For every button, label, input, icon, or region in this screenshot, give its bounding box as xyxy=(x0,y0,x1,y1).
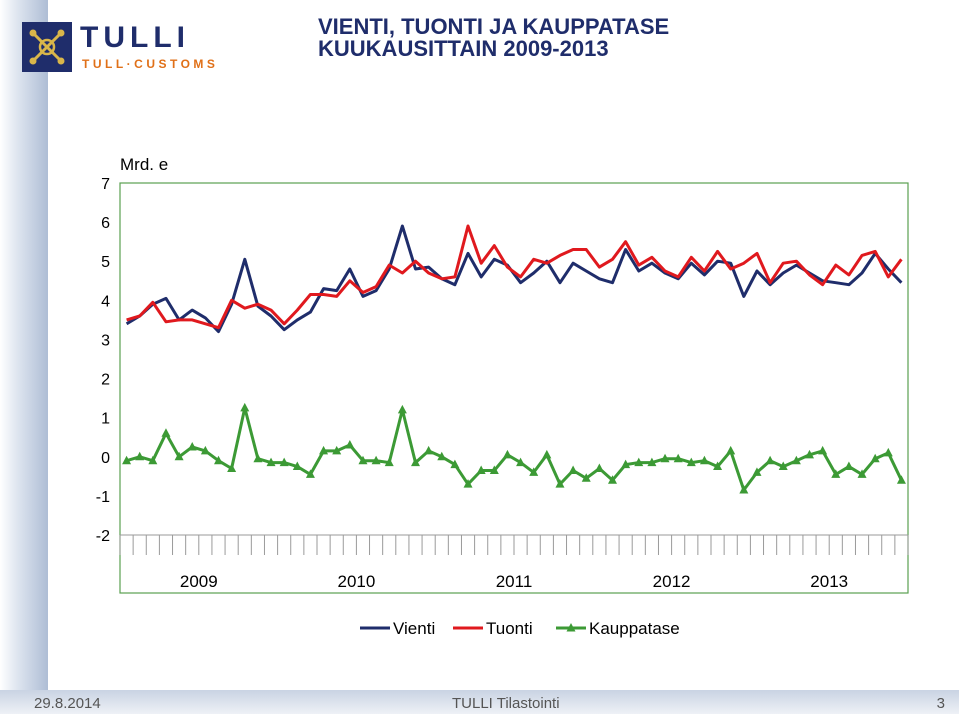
data-point-kauppatase xyxy=(713,461,723,471)
plot-area-border xyxy=(119,182,909,594)
data-point-kauppatase xyxy=(805,449,814,459)
data-point-kauppatase xyxy=(345,440,355,449)
data-point-kauppatase xyxy=(292,461,302,471)
data-point-kauppatase xyxy=(726,445,736,455)
data-point-kauppatase xyxy=(148,455,158,465)
data-point-kauppatase xyxy=(699,455,709,465)
data-point-kauppatase xyxy=(870,453,880,463)
data-point-kauppatase xyxy=(240,402,250,412)
page-title-line1: VIENTI, TUONTI JA KAUPPATASE xyxy=(318,14,670,39)
data-point-kauppatase xyxy=(227,463,237,473)
data-point-kauppatase xyxy=(476,465,486,474)
y-tick-label: 1 xyxy=(101,411,110,428)
y-tick-label: 2 xyxy=(101,372,110,389)
data-point-kauppatase xyxy=(621,459,631,469)
y-axis-unit-label: Mrd. e xyxy=(120,155,168,174)
series-line-vienti xyxy=(125,224,903,334)
y-tick-label: 3 xyxy=(101,332,110,349)
data-point-kauppatase xyxy=(791,455,801,465)
data-point-kauppatase xyxy=(739,485,749,494)
x-year-label: 2012 xyxy=(653,572,691,591)
data-point-kauppatase xyxy=(594,463,604,473)
data-point-kauppatase xyxy=(358,455,368,465)
legend-marker-kauppatase xyxy=(566,623,576,632)
data-point-kauppatase xyxy=(608,475,617,484)
data-point-kauppatase xyxy=(279,457,289,467)
page-number: 3 xyxy=(936,695,945,712)
x-year-label: 2011 xyxy=(496,572,533,591)
data-point-kauppatase xyxy=(489,465,499,474)
data-point-kauppatase xyxy=(568,465,578,474)
data-point-kauppatase xyxy=(135,451,145,461)
x-year-label: 2010 xyxy=(337,572,375,591)
data-point-kauppatase xyxy=(371,455,381,465)
data-point-kauppatase xyxy=(752,467,762,476)
y-tick-label: 5 xyxy=(101,254,110,271)
footer-bar: 29.8.2014 TULLI Tilastointi 3 xyxy=(0,690,959,714)
series-line-tuonti xyxy=(126,224,903,330)
series-line-kauppatase xyxy=(126,406,903,492)
data-point-kauppatase xyxy=(411,457,420,467)
data-point-kauppatase xyxy=(502,449,512,459)
data-point-kauppatase xyxy=(634,457,644,467)
data-point-kauppatase xyxy=(424,445,434,455)
trade-balance-chart: Mrd. e -2 -1 0 1 2 3 4 5 6 7 2009 2010 2011 2012 2013… xyxy=(96,155,909,638)
data-point-kauppatase xyxy=(529,467,539,476)
sidebar-gradient xyxy=(0,0,48,690)
data-point-kauppatase xyxy=(174,451,184,461)
tulli-emblem-icon xyxy=(22,22,72,72)
footer-date: 29.8.2014 xyxy=(34,695,101,712)
y-tick-label: 6 xyxy=(101,215,110,232)
data-point-kauppatase xyxy=(647,457,657,467)
data-point-kauppatase xyxy=(542,449,552,459)
page-title-line2: KUUKAUSITTAIN 2009-2013 xyxy=(318,36,609,61)
data-point-kauppatase xyxy=(122,455,132,465)
logo-subtext: TULL·CUSTOMS xyxy=(82,57,219,71)
data-point-kauppatase xyxy=(332,445,342,455)
data-point-kauppatase xyxy=(450,459,460,469)
data-point-kauppatase xyxy=(883,447,893,457)
x-year-label: 2009 xyxy=(180,572,218,591)
y-tick-label: 0 xyxy=(101,450,110,467)
data-point-kauppatase xyxy=(397,404,407,414)
y-tick-label: 7 xyxy=(101,176,110,193)
data-point-kauppatase xyxy=(437,451,447,461)
data-point-kauppatase xyxy=(200,445,210,455)
data-point-kauppatase xyxy=(384,457,394,467)
data-point-kauppatase xyxy=(319,445,329,455)
tulli-logo: TULLI TULL·CUSTOMS xyxy=(22,20,262,76)
data-point-kauppatase xyxy=(896,475,906,484)
data-point-kauppatase xyxy=(673,453,683,463)
data-point-kauppatase xyxy=(778,461,788,471)
data-point-kauppatase xyxy=(161,428,171,437)
legend-label-tuonti: Tuonti xyxy=(486,619,533,638)
data-point-kauppatase xyxy=(253,453,263,463)
data-point-kauppatase xyxy=(831,469,841,478)
data-point-kauppatase xyxy=(305,469,315,478)
data-point-kauppatase xyxy=(581,473,591,482)
data-point-kauppatase xyxy=(857,469,867,478)
data-point-kauppatase xyxy=(214,455,223,465)
footer-organization: TULLI Tilastointi xyxy=(452,695,560,712)
x-year-label: 2013 xyxy=(810,572,848,591)
y-tick-label: -1 xyxy=(96,489,110,506)
data-point-kauppatase xyxy=(516,457,526,467)
y-tick-label: 4 xyxy=(101,293,110,310)
y-tick-label: -2 xyxy=(96,528,110,545)
data-point-kauppatase xyxy=(187,442,197,451)
data-point-kauppatase xyxy=(818,445,828,455)
legend-label-vienti: Vienti xyxy=(393,619,435,638)
logo-wordmark: TULLI xyxy=(80,21,190,54)
data-point-kauppatase xyxy=(844,461,854,471)
data-point-kauppatase xyxy=(686,457,696,467)
data-point-kauppatase xyxy=(266,457,276,467)
data-point-kauppatase xyxy=(660,453,670,463)
data-point-kauppatase xyxy=(555,479,565,488)
page-title: VIENTI, TUONTI JA KAUPPATASE KUUKAUSITTA… xyxy=(318,16,669,60)
legend-label-kauppatase: Kauppatase xyxy=(589,619,680,638)
data-point-kauppatase xyxy=(765,455,775,465)
data-point-kauppatase xyxy=(463,479,473,488)
